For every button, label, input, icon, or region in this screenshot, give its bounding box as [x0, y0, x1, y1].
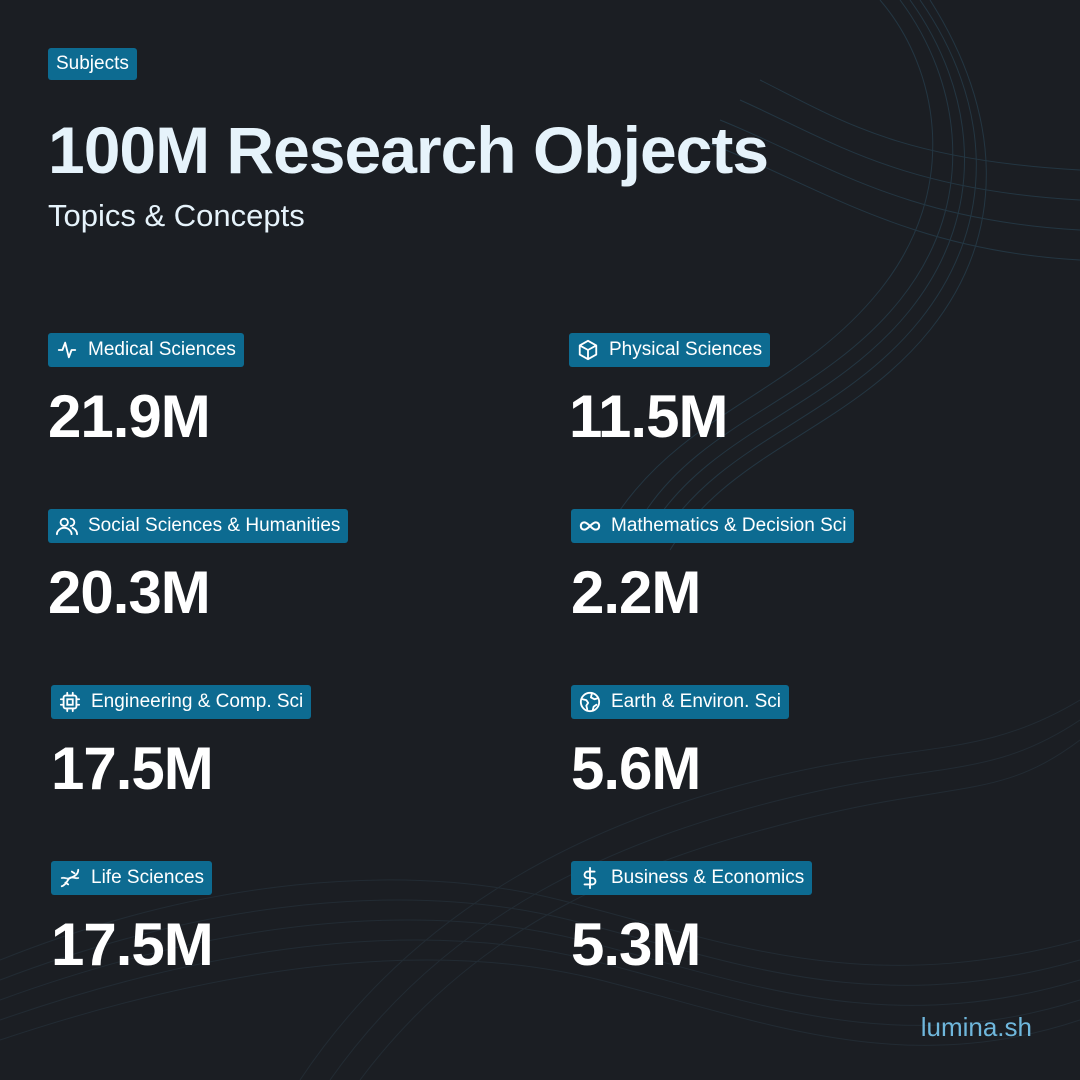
page-subtitle: Topics & Concepts: [48, 198, 305, 233]
subjects-tag-label: Subjects: [56, 53, 129, 74]
dna-icon: [59, 867, 91, 889]
subject-tag-social-sciences: Social Sciences & Humanities: [48, 509, 349, 543]
globe-icon: [579, 691, 611, 713]
subject-value-medical-sciences: 21.9M: [48, 383, 211, 450]
subject-tag-physical-sciences: Physical Sciences: [569, 333, 771, 367]
subject-label: Mathematics & Decision Sci: [611, 515, 847, 536]
pulse-icon: [56, 339, 88, 361]
subject-tag-earth: Earth & Environ. Sci: [571, 685, 790, 719]
subjects-tag: Subjects: [48, 48, 137, 80]
subject-tag-medical-sciences: Medical Sciences: [48, 333, 244, 367]
subject-tag-life-sciences: Life Sciences: [51, 861, 213, 895]
infinity-icon: [579, 515, 611, 537]
chip-icon: [59, 691, 91, 713]
subject-value-mathematics: 2.2M: [571, 559, 701, 626]
subject-label: Physical Sciences: [609, 339, 763, 360]
page-title: 100M Research Objects: [48, 113, 769, 187]
users-icon: [56, 515, 88, 537]
brand-link[interactable]: lumina.sh: [920, 1012, 1032, 1042]
subject-label: Social Sciences & Humanities: [88, 515, 341, 536]
subject-label: Life Sciences: [91, 867, 205, 888]
subject-tag-engineering: Engineering & Comp. Sci: [51, 685, 312, 719]
subject-tag-mathematics: Mathematics & Decision Sci: [571, 509, 855, 543]
subject-value-engineering: 17.5M: [51, 735, 214, 802]
subject-value-business: 5.3M: [571, 911, 701, 978]
subject-label: Medical Sciences: [88, 339, 236, 360]
subject-label: Business & Economics: [611, 867, 805, 888]
subject-value-life-sciences: 17.5M: [51, 911, 214, 978]
subject-value-social-sciences: 20.3M: [48, 559, 211, 626]
subject-label: Earth & Environ. Sci: [611, 691, 782, 712]
subject-value-earth: 5.6M: [571, 735, 701, 802]
subject-label: Engineering & Comp. Sci: [91, 691, 304, 712]
cube-icon: [577, 339, 609, 361]
dollar-icon: [579, 867, 611, 889]
subject-tag-business: Business & Economics: [571, 861, 813, 895]
subject-value-physical-sciences: 11.5M: [569, 383, 728, 450]
